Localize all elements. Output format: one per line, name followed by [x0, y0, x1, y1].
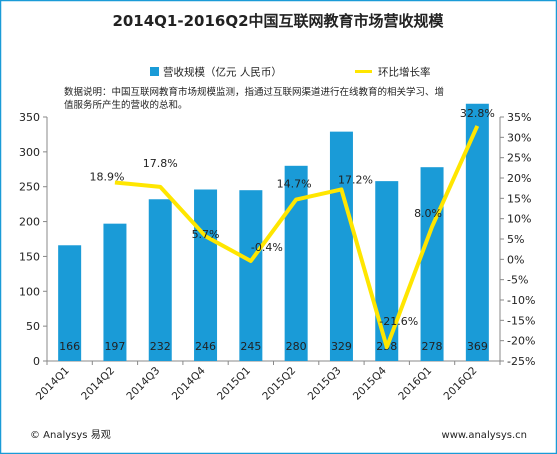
y-right-tick-label: -5% [507, 274, 528, 287]
bar [148, 199, 172, 361]
y-right-tick-label: 15% [507, 192, 531, 205]
y-right-tick-label: -20% [507, 335, 535, 348]
bar-value-label: 369 [467, 340, 488, 353]
legend-label-bar: 营收规模（亿元 人民币） [163, 66, 282, 79]
line-value-label: 5.7% [192, 228, 220, 241]
y-left-tick-label: 150 [19, 250, 40, 263]
y-right-tick-label: 0% [507, 253, 524, 266]
bar-value-label: 329 [331, 340, 352, 353]
y-right-tick-label: -25% [507, 355, 535, 368]
y-right-tick-label: 30% [507, 131, 531, 144]
y-left-tick-label: 350 [19, 111, 40, 124]
line-value-label: 17.8% [143, 157, 178, 170]
legend-swatch-bar [150, 67, 159, 76]
bar-value-label: 166 [59, 340, 80, 353]
y-left-tick-label: 250 [19, 181, 40, 194]
bar [194, 189, 218, 361]
footer-source: © Analysys 易观 [30, 429, 111, 441]
growth-line [114, 125, 480, 350]
y-right-tick-label: 20% [507, 172, 531, 185]
bar-value-label: 278 [422, 340, 443, 353]
bar-value-label: 245 [240, 340, 261, 353]
line-value-label: 8.0% [414, 207, 442, 220]
y-right-tick-label: 10% [507, 213, 531, 226]
line-value-label: 14.7% [277, 178, 312, 191]
y-right-tick-label: 5% [507, 233, 524, 246]
bar [329, 131, 353, 361]
bar [420, 167, 444, 361]
line-value-label: 18.9% [89, 170, 124, 183]
bar [375, 181, 399, 361]
bar-value-label: 197 [104, 340, 125, 353]
y-right-tick-label: 35% [507, 111, 531, 124]
y-left-tick-label: 0 [33, 355, 40, 368]
y-left-tick-label: 300 [19, 146, 40, 159]
y-right-tick-label: 25% [507, 152, 531, 165]
y-left-tick-label: 100 [19, 285, 40, 298]
bar-value-label: 232 [150, 340, 171, 353]
line-value-label: 17.2% [338, 173, 373, 186]
data-note-line-1: 数据说明：中国互联网教育市场规模监测，指通过互联网渠道进行在线教育的相关学习、增 [64, 86, 444, 98]
chart-title: 2014Q1-2016Q2中国互联网教育市场营收规模 [112, 12, 444, 30]
bar [284, 165, 308, 361]
bar [239, 190, 263, 361]
line-value-label: -0.4% [251, 241, 283, 254]
bar [103, 223, 127, 361]
plot-area: 0 50 100 150 200 250 300 350 -25% -20% -15% -10% -5%… [19, 103, 535, 403]
bar [58, 245, 82, 361]
bar-value-label: 246 [195, 340, 216, 353]
y-right-tick-label: -10% [507, 294, 535, 307]
line-value-label: -21.6% [379, 315, 418, 328]
line-value-label: 32.8% [460, 107, 495, 120]
legend: 营收规模（亿元 人民币） 环比增长率 [150, 66, 431, 79]
y-right-tick-label: -15% [507, 314, 535, 327]
y-left-tick-label: 50 [26, 320, 40, 333]
data-note-line-2: 值服务所产生的营收的总和。 [64, 99, 188, 111]
bar [465, 103, 489, 362]
footer-url: www.analysys.cn [442, 430, 527, 441]
bar-value-label: 280 [286, 340, 307, 353]
legend-label-line: 环比增长率 [378, 66, 431, 79]
y-left-tick-label: 200 [19, 216, 40, 229]
